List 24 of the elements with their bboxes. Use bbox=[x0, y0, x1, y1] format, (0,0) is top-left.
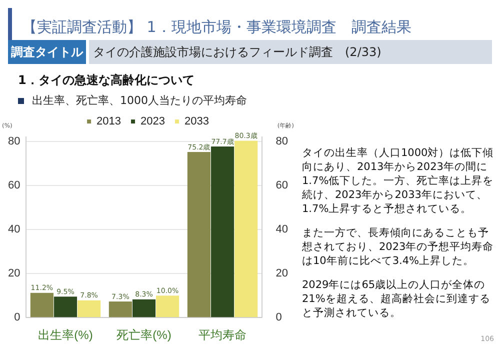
text: 1．タイの急速な高齢化について bbox=[18, 72, 194, 89]
text: また一方で、長寿傾向にあることも予想されており、2023年の予想平均寿命は10年前に比べて3.4%上昇した。 bbox=[302, 226, 495, 268]
text: タイの出生率（人口1000対）は低下傾向にあり、2013年から2023年の間に1.7%低下した。一方、死亡率は上昇を続け、2023年から2033年において、1.7%上昇すると予想されている。 bbox=[302, 146, 495, 216]
legend-label: 2033 bbox=[184, 116, 209, 128]
y-tick-label: 0 bbox=[14, 312, 20, 324]
text: 2029年には65歳以上の人口が全体の21%を超える、超高齢社会に到達すると予測されている。 bbox=[302, 278, 492, 320]
legend-label: 2013 bbox=[96, 116, 122, 128]
y2-tick-label: 60 bbox=[276, 179, 288, 192]
y2-tick-label: 40 bbox=[276, 224, 288, 236]
x-tick-label: 死亡率(%) bbox=[116, 328, 172, 342]
y-tick-label: 40 bbox=[8, 224, 20, 236]
text: 調査タイトル bbox=[8, 40, 86, 64]
y-tick-label: 20 bbox=[8, 268, 20, 280]
y2-tick-label: 80 bbox=[276, 135, 288, 148]
chart-title: 【実証調査活動】 1．現地市場・事業環境調査 調査結果 bbox=[8, 8, 412, 46]
text: タイの介護施設市場におけるフィールド調査 (2/33) bbox=[89, 40, 492, 64]
x-tick-label: 平均寿命 bbox=[198, 328, 247, 342]
y-tick-label: 80 bbox=[8, 135, 20, 148]
x-tick-label: 出生率(%) bbox=[38, 328, 93, 342]
y2-tick-label: 0 bbox=[276, 312, 282, 324]
chart-subtitle: 出生率、死亡率、1000人当たりの平均寿命 bbox=[32, 94, 247, 107]
legend-label: 2023 bbox=[140, 116, 165, 128]
y-tick-label: 60 bbox=[8, 179, 20, 192]
y2-tick-label: 20 bbox=[276, 268, 288, 280]
